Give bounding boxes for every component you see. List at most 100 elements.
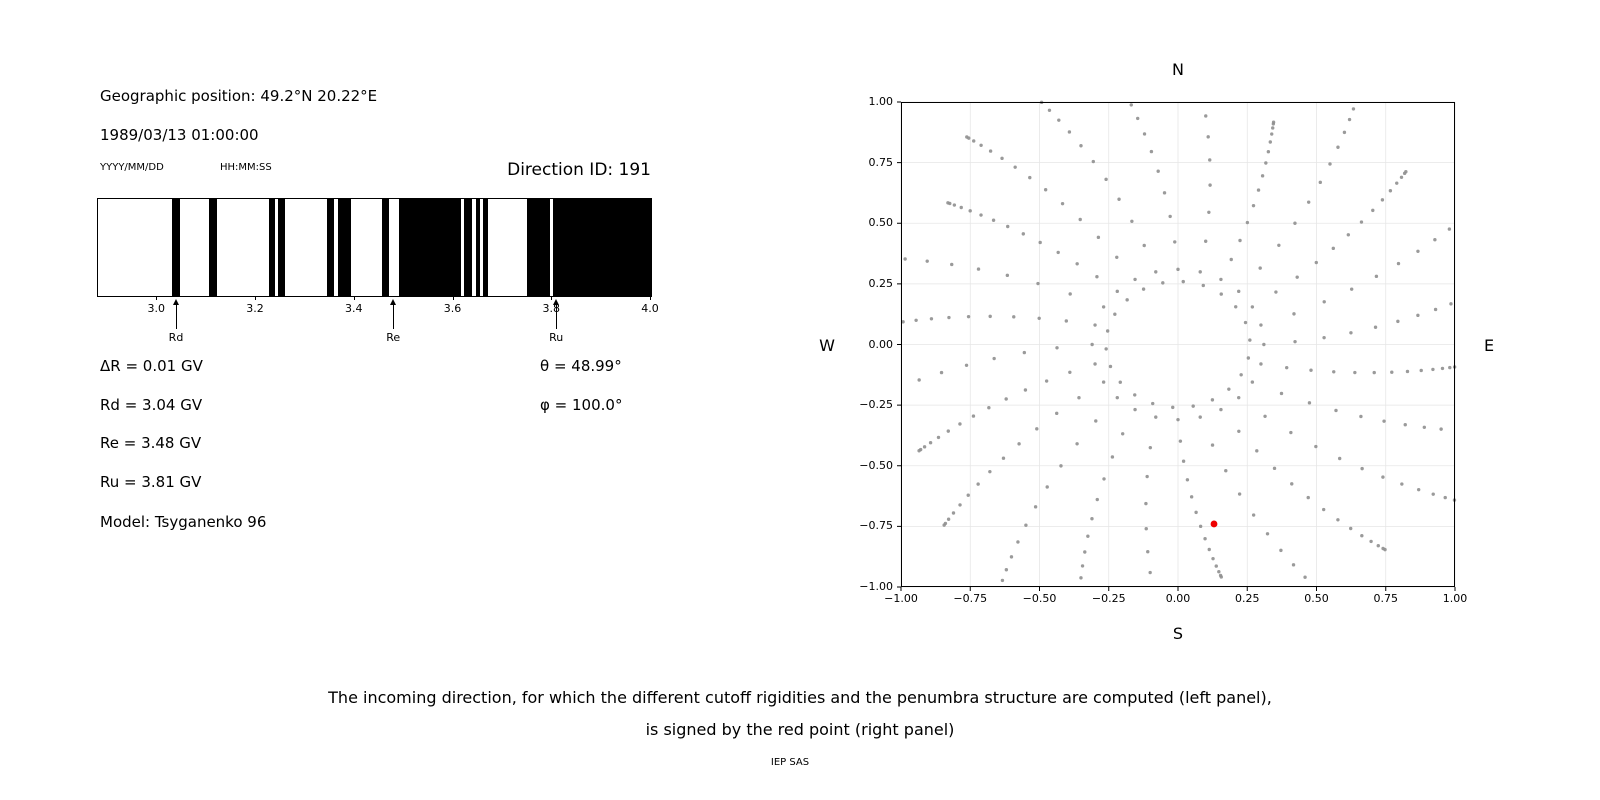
direction-dot [1395, 181, 1399, 185]
direction-dot [965, 135, 969, 139]
penumbra-black-band [552, 199, 651, 296]
direction-dot [950, 262, 954, 267]
direction-dot [1262, 342, 1266, 347]
direction-dot [1290, 482, 1294, 486]
direction-dot [1399, 175, 1404, 179]
cutoff-marker-label: Ru [549, 331, 564, 344]
x-tick-label: −0.25 [1091, 592, 1126, 605]
compass-label-east: E [1483, 336, 1495, 355]
direction-dot [952, 203, 957, 207]
direction-dot [1219, 575, 1223, 579]
direction-dot [1264, 161, 1268, 165]
direction-dot [1067, 130, 1072, 134]
direction-dot [1237, 289, 1241, 294]
direction-dot [1135, 116, 1140, 121]
param-delta-r: ΔR = 0.01 GV [100, 357, 203, 375]
direction-dot [1033, 505, 1038, 509]
direction-dot [1342, 130, 1347, 135]
direction-dot [1129, 103, 1133, 107]
direction-dot [1383, 547, 1387, 552]
direction-dot [1245, 220, 1250, 225]
direction-dot [1416, 487, 1421, 492]
penumbra-black-band [172, 199, 180, 296]
compass-label-south: S [1172, 624, 1184, 643]
penumbra-tick-mark [255, 296, 256, 300]
direction-dot [939, 370, 944, 375]
x-tick-label: 0.75 [1373, 592, 1399, 605]
direction-dot [1208, 158, 1212, 162]
direction-dot [1141, 287, 1146, 291]
direction-dot [1322, 300, 1326, 304]
direction-dot [1440, 366, 1445, 371]
direction-dot [1279, 391, 1284, 396]
geo-position-text: Geographic position: 49.2°N 20.22°E [100, 87, 378, 105]
penumbra-tick-mark [156, 296, 158, 300]
direction-dot [914, 318, 918, 322]
arrow-line [175, 302, 177, 329]
direction-dot [1068, 370, 1072, 374]
date-format-label: YYYY/MM/DD [100, 162, 164, 173]
direction-dot [1181, 279, 1185, 284]
direction-dot [1419, 368, 1423, 373]
direction-dot [1144, 526, 1148, 531]
penumbra-black-band [463, 199, 472, 296]
direction-dot [1057, 118, 1061, 122]
direction-dot [1214, 564, 1218, 568]
direction-dot [1148, 570, 1152, 575]
caption-line-2: is signed by the red point (right panel) [645, 720, 955, 739]
direction-dot [1145, 474, 1149, 479]
x-tick-label: 0.25 [1235, 592, 1260, 605]
direction-dot [1449, 302, 1453, 306]
direction-dot [1271, 126, 1275, 130]
direction-dot [1115, 289, 1119, 294]
compass-label-west: W [819, 336, 835, 355]
direction-dot [1259, 362, 1263, 366]
direction-dot [1239, 373, 1243, 377]
direction-dot [1346, 233, 1351, 237]
direction-dot [1372, 370, 1376, 375]
penumbra-black-band [526, 199, 550, 296]
direction-dot [1016, 540, 1020, 544]
direction-dot [1237, 395, 1241, 400]
direction-dot [1185, 478, 1190, 482]
direction-dot [1075, 262, 1079, 266]
direction-dot [1009, 555, 1014, 559]
direction-dot [964, 363, 969, 368]
direction-dot [1094, 419, 1098, 423]
direction-dot [1178, 439, 1183, 443]
param-theta: θ = 48.99° [540, 357, 622, 375]
direction-dot [1154, 270, 1158, 274]
direction-dot [1095, 275, 1099, 279]
direction-dot [1328, 162, 1332, 166]
direction-dot [1104, 347, 1108, 351]
direction-dot [1204, 114, 1208, 118]
direction-dot [1234, 305, 1238, 309]
direction-dot [1219, 292, 1223, 296]
direction-dot [1349, 331, 1353, 335]
direction-dot [988, 149, 993, 153]
direction-dot [951, 511, 956, 515]
direction-dot [1149, 149, 1154, 154]
direction-dot [1101, 305, 1106, 309]
direction-dot [917, 449, 921, 453]
direction-dot [1207, 547, 1211, 552]
direction-dot [917, 378, 921, 382]
direction-dot [1388, 189, 1393, 193]
direction-dot [1176, 267, 1180, 272]
direction-dot [1017, 442, 1021, 446]
direction-dot [1400, 482, 1404, 486]
direction-dot [1162, 191, 1167, 195]
direction-dot [1337, 456, 1342, 461]
direction-dot [1080, 564, 1085, 568]
direction-dot [1208, 183, 1212, 187]
direction-dot [1086, 534, 1090, 538]
direction-dot [1105, 329, 1110, 333]
direction-dot [1251, 513, 1256, 517]
direction-dot [1285, 365, 1289, 370]
direction-dot [1102, 477, 1106, 481]
y-tick-label: −1.00 [859, 580, 893, 593]
direction-dot [1334, 408, 1338, 413]
penumbra-black-band [209, 199, 217, 296]
penumbra-tick-label: 3.2 [246, 302, 264, 315]
direction-plot-svg [897, 100, 1457, 591]
